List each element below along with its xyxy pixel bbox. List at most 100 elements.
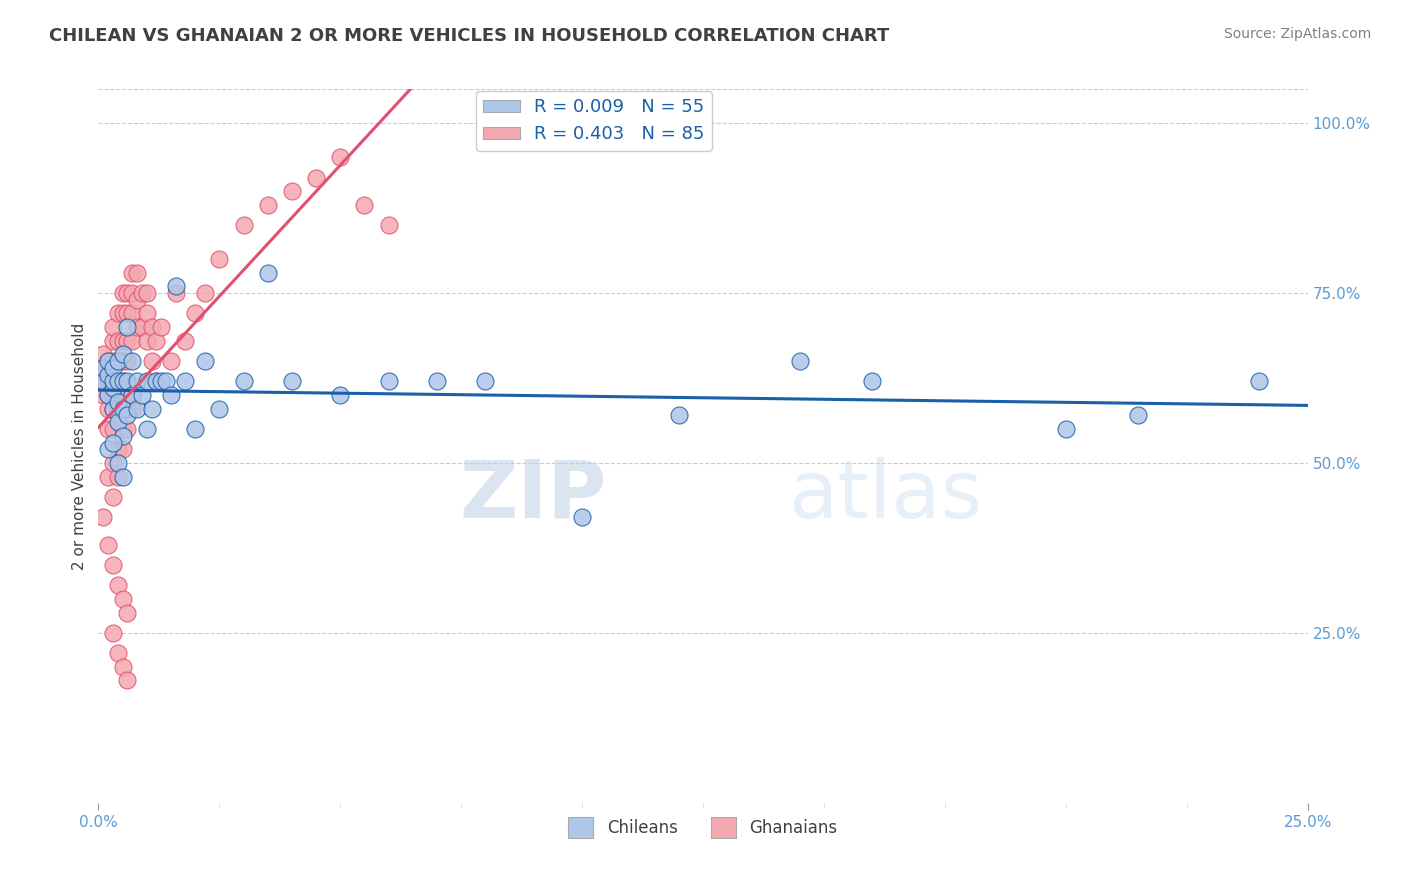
Point — [107, 306, 129, 320]
Point — [117, 388, 139, 402]
Point — [97, 354, 120, 368]
Point — [117, 354, 139, 368]
Point — [101, 558, 124, 572]
Point — [111, 334, 134, 348]
Point — [135, 334, 157, 348]
Point — [107, 354, 129, 368]
Point — [107, 334, 129, 348]
Point — [232, 218, 254, 232]
Point — [860, 375, 883, 389]
Point — [121, 334, 143, 348]
Point — [111, 375, 134, 389]
Point — [101, 435, 124, 450]
Point — [97, 368, 120, 382]
Text: ZIP: ZIP — [458, 457, 606, 535]
Point — [101, 375, 124, 389]
Point — [107, 415, 129, 429]
Point — [184, 422, 207, 436]
Point — [91, 388, 114, 402]
Point — [111, 306, 134, 320]
Point — [194, 286, 217, 301]
Point — [107, 409, 129, 423]
Point — [117, 422, 139, 436]
Point — [165, 279, 187, 293]
Point — [353, 198, 375, 212]
Point — [97, 537, 120, 551]
Point — [121, 354, 143, 368]
Point — [155, 375, 177, 389]
Point — [150, 375, 173, 389]
Point — [121, 388, 143, 402]
Point — [91, 360, 114, 375]
Point — [281, 184, 304, 198]
Point — [121, 401, 143, 416]
Point — [141, 401, 163, 416]
Point — [117, 320, 139, 334]
Point — [111, 401, 134, 416]
Point — [107, 401, 129, 416]
Point — [165, 286, 187, 301]
Point — [256, 266, 278, 280]
Point — [91, 375, 114, 389]
Point — [127, 266, 149, 280]
Point — [101, 334, 124, 348]
Point — [135, 286, 157, 301]
Point — [668, 409, 690, 423]
Point — [232, 375, 254, 389]
Point — [101, 401, 124, 416]
Point — [121, 286, 143, 301]
Point — [377, 375, 399, 389]
Point — [174, 375, 197, 389]
Point — [97, 354, 120, 368]
Point — [97, 401, 120, 416]
Point — [208, 401, 231, 416]
Point — [281, 375, 304, 389]
Point — [1054, 422, 1077, 436]
Point — [101, 456, 124, 470]
Point — [111, 286, 134, 301]
Point — [184, 306, 207, 320]
Point — [145, 375, 167, 389]
Point — [91, 360, 114, 375]
Point — [474, 375, 496, 389]
Point — [97, 469, 120, 483]
Point — [131, 320, 153, 334]
Point — [111, 660, 134, 674]
Point — [117, 409, 139, 423]
Point — [111, 591, 134, 606]
Point — [111, 429, 134, 443]
Point — [121, 266, 143, 280]
Point — [111, 347, 134, 361]
Point — [117, 401, 139, 416]
Point — [101, 360, 124, 375]
Point — [97, 422, 120, 436]
Point — [97, 368, 120, 382]
Point — [145, 375, 167, 389]
Point — [117, 286, 139, 301]
Point — [121, 388, 143, 402]
Point — [141, 354, 163, 368]
Point — [107, 394, 129, 409]
Text: CHILEAN VS GHANAIAN 2 OR MORE VEHICLES IN HOUSEHOLD CORRELATION CHART: CHILEAN VS GHANAIAN 2 OR MORE VEHICLES I… — [49, 27, 890, 45]
Point — [91, 347, 114, 361]
Point — [101, 381, 124, 395]
Point — [101, 388, 124, 402]
Point — [101, 375, 124, 389]
Point — [131, 286, 153, 301]
Point — [426, 375, 449, 389]
Point — [145, 334, 167, 348]
Point — [107, 442, 129, 457]
Point — [117, 375, 139, 389]
Point — [127, 375, 149, 389]
Point — [571, 510, 593, 524]
Point — [101, 490, 124, 504]
Point — [97, 442, 120, 457]
Point — [117, 606, 139, 620]
Point — [101, 422, 124, 436]
Point — [97, 375, 120, 389]
Point — [377, 218, 399, 232]
Point — [121, 306, 143, 320]
Point — [135, 306, 157, 320]
Point — [107, 375, 129, 389]
Point — [141, 320, 163, 334]
